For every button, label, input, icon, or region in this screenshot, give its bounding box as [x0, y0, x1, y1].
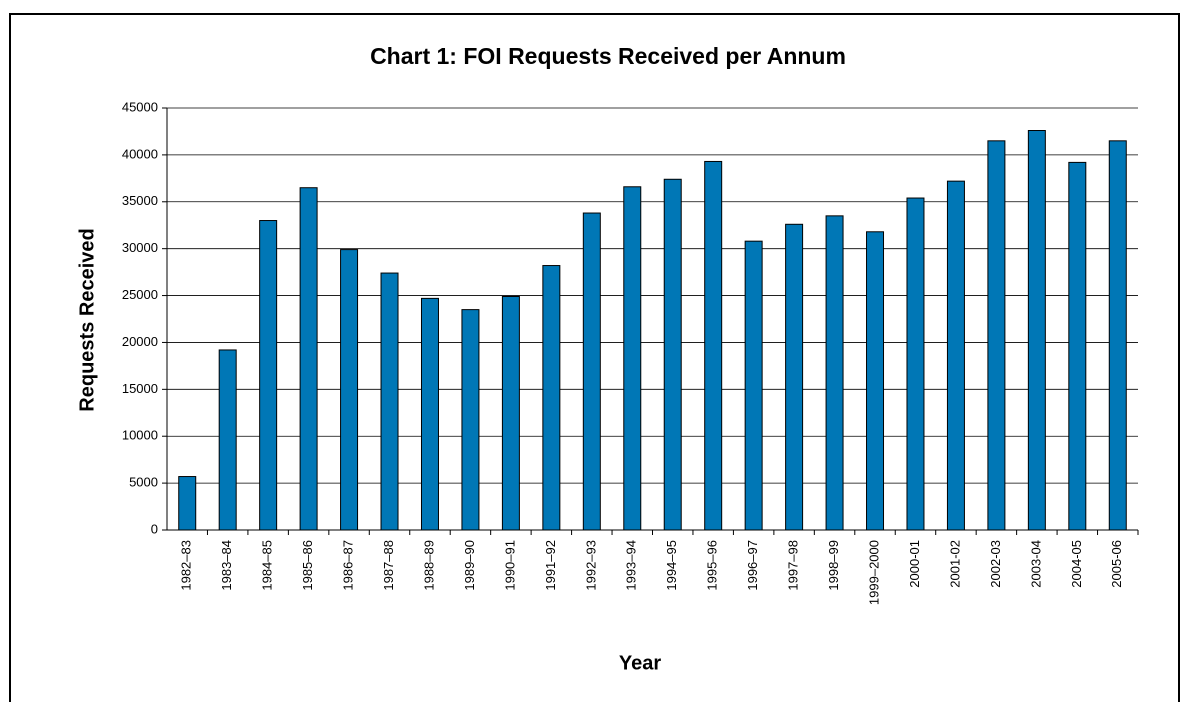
bar [218, 349, 237, 531]
x-tick-label: 1996–97 [745, 540, 760, 591]
bar [542, 265, 561, 531]
y-axis-label: Requests Received [76, 228, 98, 411]
bar [946, 180, 965, 531]
x-tick-label: 2005-06 [1109, 540, 1124, 588]
x-tick-label: 1997–98 [786, 540, 801, 591]
x-tick-label: 2003-04 [1028, 540, 1043, 588]
bar [825, 215, 844, 531]
x-tick-label: 1998–99 [826, 540, 841, 591]
x-tick-label: 2004-05 [1069, 540, 1084, 588]
bar [866, 231, 885, 531]
x-tick-label: 1986–87 [341, 540, 356, 591]
x-tick-label: 1985–86 [300, 540, 315, 591]
y-tick-label: 15000 [122, 381, 158, 396]
x-tick-label: 1999–2000 [866, 540, 881, 605]
bar [501, 295, 520, 531]
x-tick-label: 1987–88 [381, 540, 396, 591]
y-tick-label: 40000 [122, 146, 158, 161]
y-tick-label: 35000 [122, 193, 158, 208]
x-axis-label: Year [619, 652, 661, 674]
y-tick-label: 5000 [129, 475, 158, 490]
y-tick-label: 0 [151, 521, 158, 536]
bar [704, 160, 723, 531]
x-tick-label: 1983–84 [219, 540, 234, 591]
x-tick-label: 1995–96 [705, 540, 720, 591]
x-tick-label: 2001-02 [947, 540, 962, 588]
x-tick-label: 1982–83 [179, 540, 194, 591]
x-tick-label: 1988–89 [421, 540, 436, 591]
bar [785, 223, 804, 531]
bar [259, 220, 278, 531]
bar [663, 178, 682, 531]
x-tick-label: 1984–85 [260, 540, 275, 591]
x-tick-label: 2002-03 [988, 540, 1003, 588]
bar [1068, 161, 1087, 531]
bar [906, 197, 925, 531]
x-tick-label: 1992–93 [583, 540, 598, 591]
x-tick-label: 1990–91 [502, 540, 517, 591]
x-tick-label: 2000-01 [907, 540, 922, 588]
y-tick-label: 45000 [122, 99, 158, 114]
chart-frame [9, 13, 1180, 702]
x-tick-label: 1993–94 [624, 540, 639, 591]
bar [987, 140, 1006, 531]
y-tick-label: 10000 [122, 428, 158, 443]
x-tick-label: 1994–95 [664, 540, 679, 591]
bar [582, 212, 601, 531]
bar [461, 309, 480, 531]
bar [299, 187, 318, 531]
y-tick-label: 20000 [122, 334, 158, 349]
bar [744, 240, 763, 531]
bar [1108, 140, 1127, 531]
y-tick-label: 25000 [122, 287, 158, 302]
y-tick-label: 30000 [122, 240, 158, 255]
chart-title: Chart 1: FOI Requests Received per Annum [370, 43, 846, 69]
bar [380, 272, 399, 531]
bar [623, 186, 642, 531]
x-tick-label: 1989–90 [462, 540, 477, 591]
bar [420, 297, 439, 531]
bar [178, 476, 197, 531]
bar [340, 249, 359, 531]
bar [1027, 130, 1046, 531]
x-tick-label: 1991–92 [543, 540, 558, 591]
